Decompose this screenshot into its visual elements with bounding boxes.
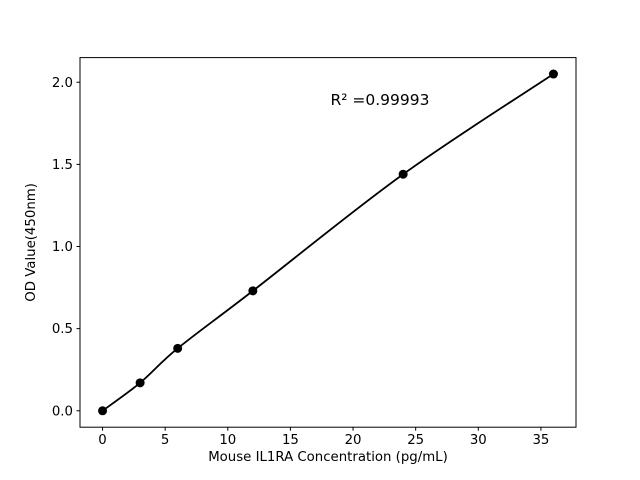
data-point-marker [398,169,408,179]
data-point-marker [248,286,258,296]
y-tick-label: 0.5 [52,322,73,337]
data-point-marker [98,406,108,416]
data-point-marker [173,343,183,353]
data-point-marker [135,378,145,388]
data-point-marker [548,69,558,79]
y-axis-label: OD Value(450nm) [24,183,39,302]
x-tick-label: 20 [345,433,362,448]
axis-ticks: 0 5 10 15 20 25 30 35 0.0 0.5 1.0 1.5 2.0 [52,76,550,448]
x-tick-label: 0 [98,433,106,448]
y-tick-label: 1.0 [52,240,73,255]
y-tick-label: 1.5 [52,158,73,173]
r-squared-annotation: R² =0.99993 [331,91,430,109]
x-tick-label: 25 [407,433,424,448]
x-tick-label: 15 [282,433,299,448]
data-points [98,69,558,416]
x-tick-label: 35 [532,433,549,448]
x-axis-label: Mouse IL1RA Concentration (pg/mL) [208,450,448,465]
x-tick-label: 30 [470,433,487,448]
y-tick-label: 0.0 [52,404,73,419]
x-tick-label: 5 [161,433,169,448]
plot-area [80,57,576,428]
y-tick-label: 2.0 [52,76,73,91]
x-tick-label: 10 [219,433,236,448]
plot-border [79,57,577,428]
